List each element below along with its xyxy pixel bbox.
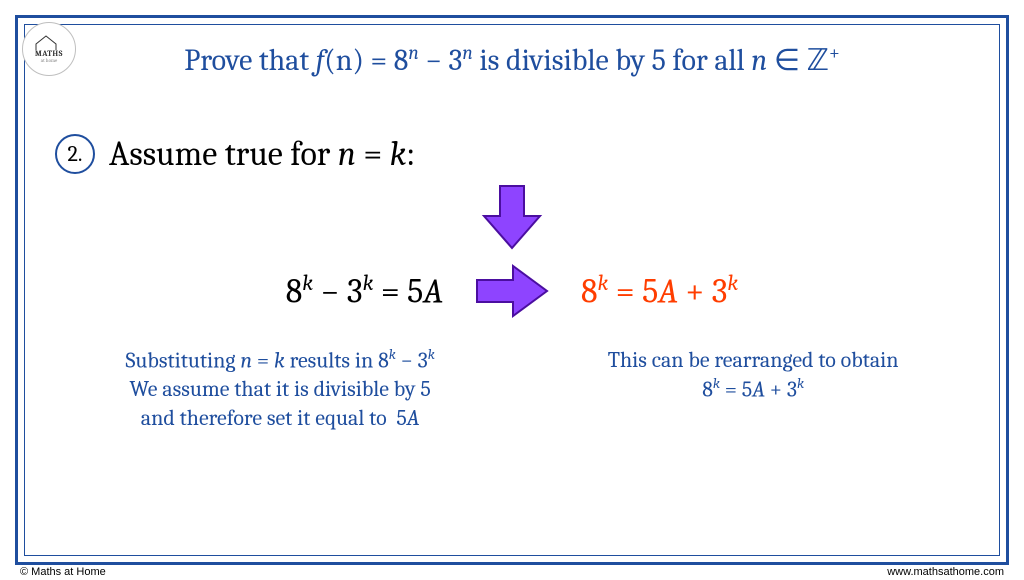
logo-name: MATHS <box>35 49 63 58</box>
site-logo: MATHS at home <box>22 22 76 76</box>
step-label: Assume true for n = k: <box>109 134 415 174</box>
step-number-circle: 2. <box>55 134 95 174</box>
logo-sub: at home <box>41 58 58 64</box>
equation-row: 8k − 3k = 5A 8k = 5A + 3k <box>49 262 975 320</box>
footer-url: www.mathsathome.com <box>887 566 1004 578</box>
footer-copyright: © Maths at Home <box>20 566 106 578</box>
arrow-down-icon <box>480 182 544 252</box>
arrow-right-icon <box>473 262 551 320</box>
equation-right: 8k = 5A + 3k <box>581 270 738 311</box>
explanation-right: This can be rearranged to obtain8k = 5A … <box>608 346 899 432</box>
explanation-left: Substituting n = k results in 8k − 3kWe … <box>125 346 434 432</box>
equation-left: 8k − 3k = 5A <box>286 270 443 311</box>
footer: © Maths at Home www.mathsathome.com <box>20 566 1004 578</box>
problem-title: Prove that f(n) = 8n − 3n is divisible b… <box>49 41 975 78</box>
explanation-row: Substituting n = k results in 8k − 3kWe … <box>49 346 975 432</box>
step-row: 2. Assume true for n = k: <box>55 134 975 174</box>
step-number: 2. <box>68 141 83 167</box>
outer-frame: Prove that f(n) = 8n − 3n is divisible b… <box>15 15 1009 565</box>
inner-frame: Prove that f(n) = 8n − 3n is divisible b… <box>24 24 1000 556</box>
